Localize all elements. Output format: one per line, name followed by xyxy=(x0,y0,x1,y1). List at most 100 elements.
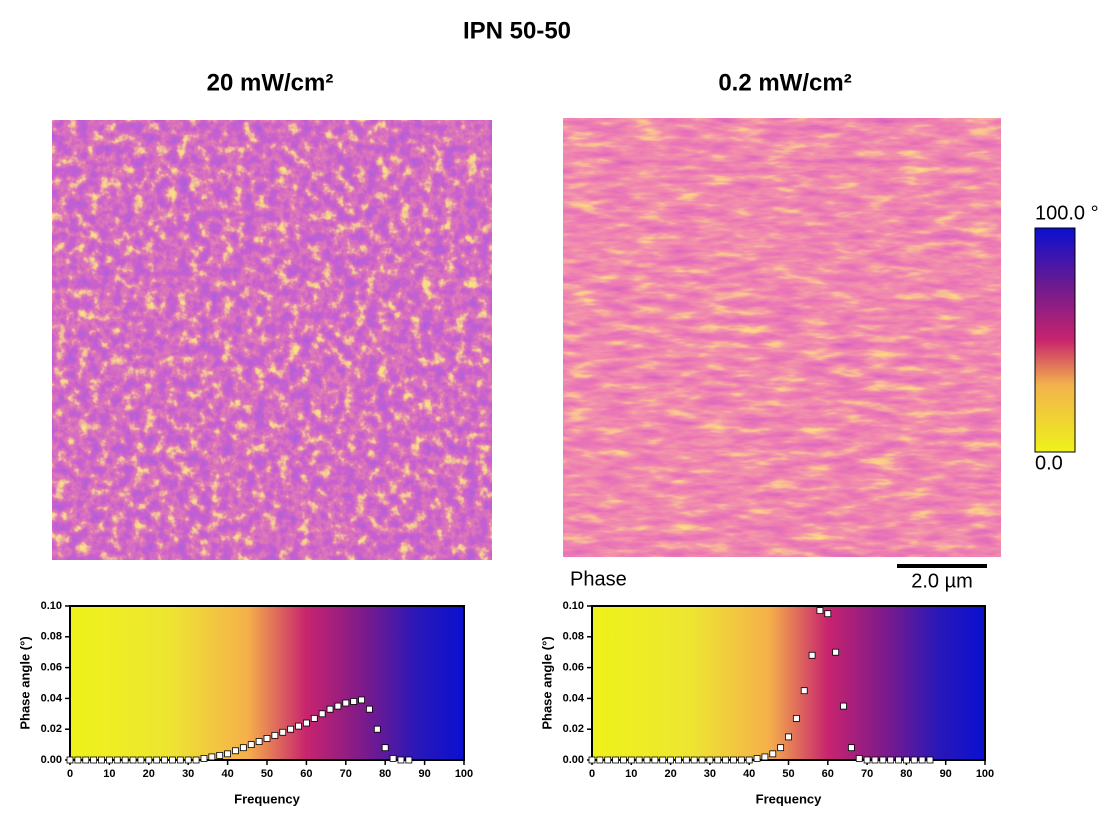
marker xyxy=(263,735,271,742)
marker xyxy=(745,756,753,764)
marker xyxy=(98,756,105,764)
marker xyxy=(342,699,350,707)
y-axis-label: Phase angle (°) xyxy=(539,636,554,729)
marker xyxy=(200,755,208,762)
marker xyxy=(373,725,381,733)
marker xyxy=(753,755,761,762)
plot-background xyxy=(70,606,464,760)
x-tick-label: 20 xyxy=(143,768,155,780)
marker xyxy=(82,756,90,764)
marker xyxy=(706,756,714,764)
marker xyxy=(722,756,730,764)
marker xyxy=(106,756,113,764)
x-tick-label: 70 xyxy=(340,768,352,780)
marker xyxy=(855,755,863,762)
image-label: Phase xyxy=(570,568,627,590)
y-tick-label: 0.00 xyxy=(41,754,62,766)
x-tick-label: 10 xyxy=(103,768,115,780)
marker xyxy=(405,756,413,764)
marker xyxy=(761,753,769,761)
marker xyxy=(161,756,168,764)
marker xyxy=(800,687,808,695)
marker xyxy=(169,756,176,764)
marker xyxy=(255,738,263,745)
marker xyxy=(871,756,879,764)
marker xyxy=(675,756,682,764)
y-tick-label: 0.10 xyxy=(563,600,584,612)
x-tick-label: 80 xyxy=(379,768,391,780)
marker xyxy=(334,702,342,710)
y-tick-label: 0.08 xyxy=(41,631,62,643)
y-tick-label: 0.02 xyxy=(41,723,62,735)
marker xyxy=(887,756,895,764)
x-tick-label: 50 xyxy=(782,768,794,780)
marker xyxy=(840,702,847,710)
marker xyxy=(224,750,232,758)
marker xyxy=(271,731,279,739)
marker xyxy=(397,756,405,764)
marker xyxy=(74,756,82,764)
marker xyxy=(612,756,619,764)
marker xyxy=(832,648,840,656)
y-tick-label: 0.06 xyxy=(41,662,62,674)
marker xyxy=(596,756,604,764)
marker xyxy=(769,750,777,758)
figure-title: IPN 50-50 xyxy=(463,17,571,44)
marker xyxy=(918,756,926,764)
y-axis-label: Phase angle (°) xyxy=(17,636,32,729)
marker xyxy=(659,756,667,764)
marker xyxy=(910,756,918,764)
x-tick-label: 90 xyxy=(940,768,952,780)
marker xyxy=(847,744,855,752)
x-tick-label: 0 xyxy=(589,768,595,780)
marker xyxy=(192,756,200,764)
marker xyxy=(682,756,690,764)
marker xyxy=(926,756,934,764)
marker xyxy=(627,756,635,764)
plot-frame xyxy=(591,605,986,761)
x-tick-label: 30 xyxy=(704,768,716,780)
y-tick-label: 0.06 xyxy=(563,662,584,674)
afm-image xyxy=(52,120,492,560)
x-tick-label: 60 xyxy=(300,768,312,780)
marker xyxy=(113,756,121,764)
marker xyxy=(326,705,334,713)
y-tick-label: 0.10 xyxy=(41,600,62,612)
x-axis-label: Frequency xyxy=(756,791,823,806)
scale-bar-label: 2.0 µm xyxy=(911,570,973,592)
y-tick-label: 0.04 xyxy=(563,692,585,704)
marker xyxy=(808,651,816,659)
marker xyxy=(129,756,137,764)
marker xyxy=(824,610,832,618)
marker xyxy=(137,756,145,764)
x-tick-label: 90 xyxy=(418,768,430,780)
x-tick-label: 40 xyxy=(743,768,755,780)
marker xyxy=(690,756,698,764)
x-tick-label: 70 xyxy=(861,768,873,780)
marker xyxy=(121,756,129,764)
marker xyxy=(389,755,397,762)
marker xyxy=(247,741,255,748)
marker xyxy=(358,696,365,704)
afm-image xyxy=(563,118,1001,557)
marker xyxy=(651,756,659,764)
marker xyxy=(279,728,287,736)
marker xyxy=(208,753,216,761)
marker xyxy=(588,756,596,764)
y-tick-label: 0.02 xyxy=(563,723,584,735)
x-tick-label: 0 xyxy=(67,768,73,780)
marker xyxy=(216,751,224,759)
colorbar-max: 100.0 ° xyxy=(1035,202,1099,224)
x-tick-label: 80 xyxy=(900,768,912,780)
x-tick-label: 50 xyxy=(261,768,273,780)
y-tick-label: 0.08 xyxy=(563,631,584,643)
marker xyxy=(381,744,389,752)
colorbar xyxy=(1034,227,1076,453)
marker xyxy=(176,756,184,764)
marker xyxy=(895,756,902,764)
marker xyxy=(777,744,785,752)
panel-title: 20 mW/cm² xyxy=(207,69,334,96)
colorbar-min: 0.0 xyxy=(1035,452,1063,474)
x-tick-label: 30 xyxy=(182,768,194,780)
marker xyxy=(863,756,871,764)
